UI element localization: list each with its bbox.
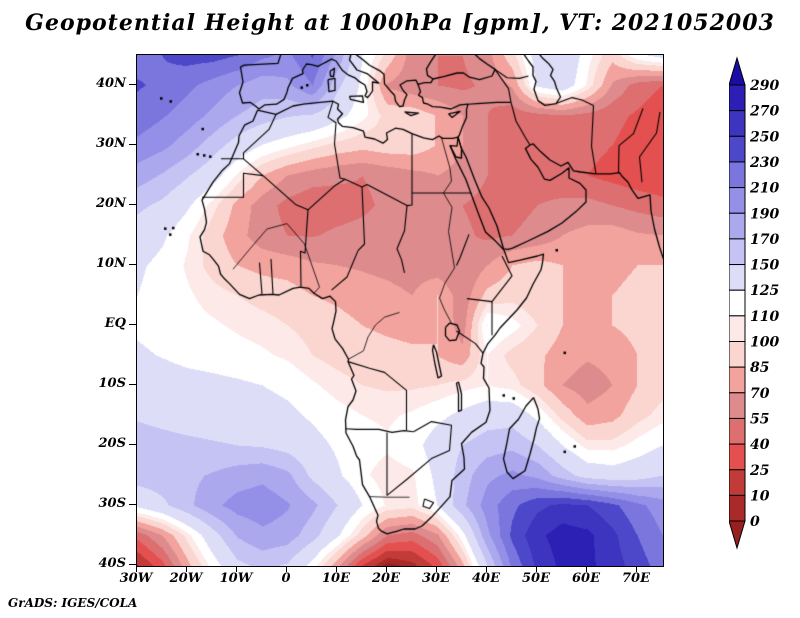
map-plot-area [136,54,664,567]
colorbar-segment [729,366,746,394]
colorbar: 2902702502302101901701501251101008570554… [729,56,779,550]
colorbar-segment [729,84,746,112]
lon-tick [236,566,237,572]
lon-tick [486,566,487,572]
lat-tick [129,324,136,325]
colorbar-tick-label: 70 [750,386,770,402]
lon-tick [286,566,287,572]
colorbar-arrow-high [729,56,746,86]
colorbar-segment [729,264,746,291]
colorbar-segment [729,187,746,214]
lon-tick-label: 30E [422,571,450,586]
lon-tick [336,566,337,572]
lon-tick [636,566,637,572]
lat-tick [129,264,136,265]
lon-tick-label: 10E [322,571,350,586]
colorbar-tick-label: 270 [749,104,779,120]
colorbar-tick-label: 250 [749,129,779,145]
lat-tick [129,84,136,85]
colorbar-segment [729,315,746,343]
lat-tick [129,204,136,205]
lon-tick-label: 20E [372,571,400,586]
lat-tick [129,144,136,145]
lat-tick [129,384,136,385]
lat-tick-label: 10N [96,256,126,271]
lon-tick [536,566,537,572]
colorbar-tick-label: 40 [750,437,770,453]
colorbar-segment [729,289,746,317]
colorbar-segment [729,392,746,419]
lon-tick [436,566,437,572]
colorbar-tick-label: 125 [750,283,779,299]
colorbar-tick-label: 25 [749,463,769,479]
lon-tick [186,566,187,572]
colorbar-segment [729,161,746,189]
colorbar-tick-label: 210 [749,181,779,197]
lat-tick-label: 30N [96,136,126,151]
colorbar-segment [729,417,746,445]
colorbar-tick-label: 85 [750,360,769,376]
colorbar-segment [729,341,746,368]
colorbar-tick-label: 55 [750,411,769,427]
lat-tick [129,504,136,505]
colorbar-tick-label: 190 [750,206,779,222]
lat-tick-label: 10S [98,376,126,391]
colorbar-tick-label: 230 [749,155,779,171]
lon-tick-label: 40E [472,571,500,586]
lon-tick-label: 10W [219,571,253,586]
colorbar-segment [729,494,746,522]
lon-tick-label: 0 [281,571,291,586]
lon-tick [386,566,387,572]
colorbar-tick-label: 0 [750,514,760,530]
colorbar-tick-label: 290 [749,78,779,94]
lat-tick-label: EQ [104,316,126,331]
plot-title: Geopotential Height at 1000hPa [gpm], VT… [25,10,775,36]
lat-tick [129,564,136,565]
grads-attribution: GrADS: IGES/COLA [8,596,138,610]
lon-tick [586,566,587,572]
colorbar-segment [729,238,746,266]
colorbar-tick-label: 10 [750,488,770,504]
colorbar-tick-label: 100 [750,335,779,351]
colorbar-segment [729,135,746,163]
colorbar-tick-label: 170 [750,232,779,248]
lon-tick-label: 70E [622,571,650,586]
colorbar-segment [729,469,746,496]
colorbar-tick-label: 150 [750,258,779,274]
colorbar-segment [729,443,746,471]
lon-tick-label: 20W [169,571,203,586]
colorbar-arrow-low [729,520,746,550]
colorbar-segment [729,212,746,240]
lat-tick-label: 30S [98,496,126,511]
lon-tick-label: 30W [119,571,153,586]
contour-field-canvas [137,55,663,566]
colorbar-segment [729,110,746,137]
lat-tick-label: 20S [98,436,126,451]
colorbar-tick-label: 110 [750,309,779,325]
lat-tick [129,444,136,445]
lat-tick-label: 40N [96,76,126,91]
lat-tick-label: 20N [96,196,126,211]
lon-tick [136,566,137,572]
lat-tick-label: 40S [98,556,126,571]
lon-tick-label: 60E [572,571,600,586]
lon-tick-label: 50E [522,571,550,586]
